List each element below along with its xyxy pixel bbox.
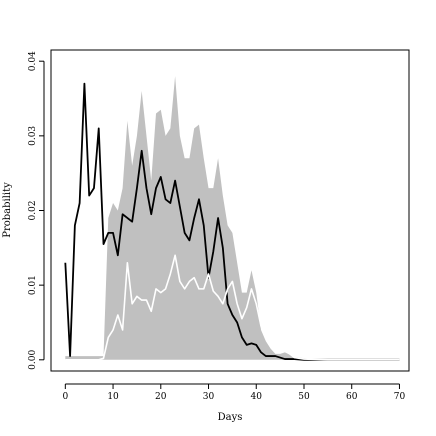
x-tick-label: 50 [298, 392, 310, 402]
plot-frame [50, 49, 410, 372]
y-tick-label: 0.03 [28, 126, 38, 146]
y-tick-label: 0.00 [28, 350, 38, 370]
x-tick-label: 20 [155, 392, 167, 402]
y-axis-title: Probability [2, 182, 13, 238]
x-axis-title: Days [218, 412, 243, 423]
x-tick-label: 70 [394, 392, 406, 402]
black-series-line [64, 82, 400, 361]
y-tick-label: 0.04 [28, 51, 38, 71]
plot-area [64, 76, 400, 361]
x-axis: 0 10 20 30 40 50 60 70 [62, 383, 406, 402]
y-tick-label: 0.01 [28, 275, 38, 295]
white-series-line [65, 254, 400, 361]
x-tick-label: 10 [107, 392, 119, 402]
x-tick-label: 0 [62, 392, 68, 402]
y-tick-label: 0.02 [28, 200, 38, 220]
y-axis: 0.00 0.01 0.02 0.03 0.04 [28, 51, 45, 370]
x-tick-label: 60 [346, 392, 358, 402]
quantile-band [65, 76, 400, 360]
x-tick-label: 30 [203, 392, 215, 402]
x-tick-label: 40 [251, 392, 263, 402]
